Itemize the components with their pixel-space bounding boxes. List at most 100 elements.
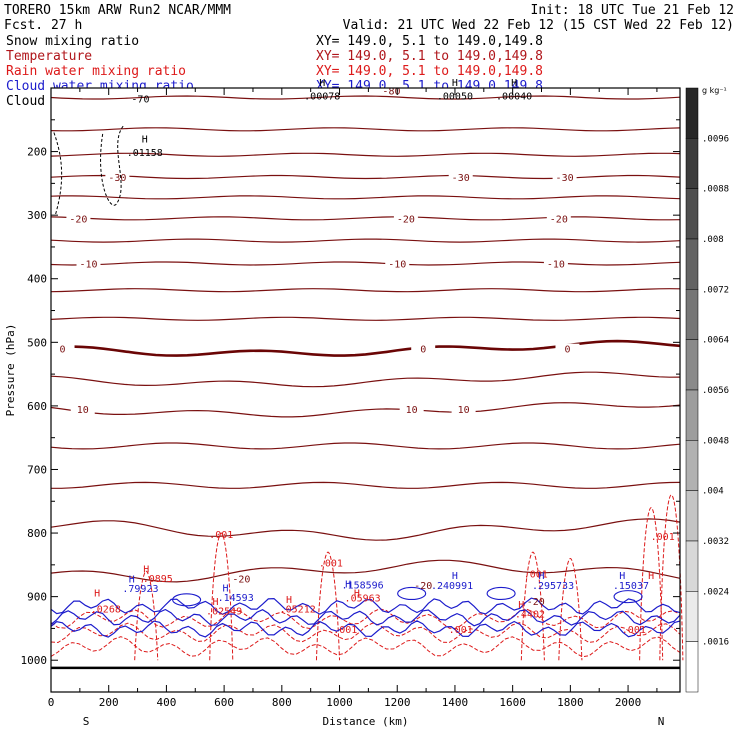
temperature-isotherm [50,195,681,200]
temperature-isotherm [50,371,681,388]
plot-frame [50,87,681,693]
contour-annotation: .00050 [437,91,473,102]
colorbar-tick-label: .0024 [702,587,729,597]
header-valid-time: Valid: 21 UTC Wed 22 Feb 12 (15 CST Wed … [343,18,734,33]
y-tick-label: 900 [27,591,47,604]
contour-annotation: H [538,571,544,582]
contour-annotation: .001 [524,570,548,581]
colorbar-swatch [685,289,699,340]
contour-annotation: H [286,595,292,606]
field-name: Rain water mixing ratio [6,64,186,79]
isotherm-label-mask [105,172,130,184]
contour-annotation: .001 [651,532,675,543]
isotherm-label-mask [543,258,568,270]
temperature-isotherm [50,402,681,418]
contour-annotation: -70 [131,95,149,106]
colorbar-swatch [685,440,699,491]
isotherm-label: 10 [77,405,89,416]
contour-annotation: -20 [414,581,432,592]
contour-annotation: .05212 [280,605,316,616]
x-tick-label: 1000 [326,696,353,709]
header-forecast-line: Fcst. 27 h [4,18,82,33]
contour-annotation: .05963 [345,594,381,605]
rain-contour [50,622,681,644]
isotherm-label-mask [50,343,75,355]
isotherm-label: 10 [406,405,418,416]
x-tick-label: 1400 [442,696,469,709]
contour-annotation: H [452,78,458,89]
cloud-water-contour [50,597,681,615]
temperature-isotherm [50,518,681,541]
colorbar-swatch [685,339,699,391]
x-tick-label: 200 [99,696,119,709]
isotherm-label-mask [555,343,580,355]
contour-annotation: .00078 [304,91,340,102]
y-tick-label: 500 [27,336,47,349]
isotherm-label: 0 [564,345,570,356]
contour-annotation: .001 [209,530,233,541]
contour-annotation: .001 [333,625,357,636]
temperature-isotherm [50,288,681,293]
contour-annotation: .14593 [218,593,254,604]
isotherm-label-mask [66,213,91,225]
contour-annotation: H [648,571,654,582]
contour-annotation: .79923 [122,584,158,595]
contour-annotation: .240991 [431,581,473,592]
rain-contour [659,494,684,661]
isotherm-label: -20 [397,214,415,225]
contour-annotation: H [212,597,218,608]
y-tick-label: 200 [27,146,47,159]
isotherm-label-mask [385,258,410,270]
isotherm-label: -30 [108,173,126,184]
rain-contour [520,551,545,661]
contour-annotation: H [511,78,517,89]
y-tick-label: 1000 [21,654,48,667]
axes: 0 200 400 600 800 1000 1200 1400 1600 1800 2000200… [4,88,680,728]
colorbar-swatch [685,389,699,441]
x-tick-label: 1600 [499,696,526,709]
contour-annotation: H [142,135,148,146]
field-xy: XY= 149.0, 5.1 to 149.0,149.8 [316,49,543,64]
x-tick-label: 2000 [615,696,642,709]
cloud-water-cell [486,586,516,601]
colorbar-swatch [685,138,699,189]
contour-annotation: .01158 [127,148,163,159]
contour-annotation: .001 [319,559,343,570]
plot-area: -30 -30 -30 -20 -20 -20 -10 -10 -10 0 0 0 10 10 10 -70 -… [50,78,684,693]
colorbar-unit: g kg⁻¹ [702,86,727,95]
temperature-isotherm [50,95,681,100]
contour-annotation: -20 [232,575,250,586]
contour-annotation: -80 [382,86,400,97]
colorbar-swatch [685,540,699,592]
contour-annotation: .001 [622,625,646,636]
isotherm-label-mask [451,404,476,416]
temperature-isotherm [50,238,681,243]
isotherm-label: -30 [556,173,574,184]
isotherm-label: 0 [420,345,426,356]
colorbar-tick-label: .0088 [702,185,729,195]
y-tick-label: 400 [27,273,47,286]
contour-annotation: .295733 [532,581,574,592]
contour-annotation: .02549 [206,606,242,617]
field-xy: XY= 149.0, 5.1 to 149.0,149.8 [316,64,543,79]
cloud-water-cell [613,590,643,604]
isotherm-label: -10 [388,259,406,270]
temperature-isotherm [50,316,681,321]
contour-annotation: H [345,580,351,591]
x-axis-right-end-label: N [658,715,665,728]
isotherm-label: -20 [550,214,568,225]
y-tick-label: 700 [27,463,47,476]
rain-contour [315,551,341,661]
field-xy: XY= 149.0, 5.1 to 149.0,149.8 [316,34,543,49]
rain-contour [639,507,664,661]
field-name: Temperature [6,49,92,64]
contour-annotation: H [619,571,625,582]
rain-contour [50,636,681,658]
x-tick-label: 800 [272,696,292,709]
isotherm-label-mask [76,258,101,270]
colorbar-swatch [685,591,699,642]
colorbar-tick-label: .0072 [702,285,729,295]
isotherm-label-mask [411,343,436,355]
colorbar-swatch [685,188,699,240]
colorbar-swatch [685,641,699,693]
